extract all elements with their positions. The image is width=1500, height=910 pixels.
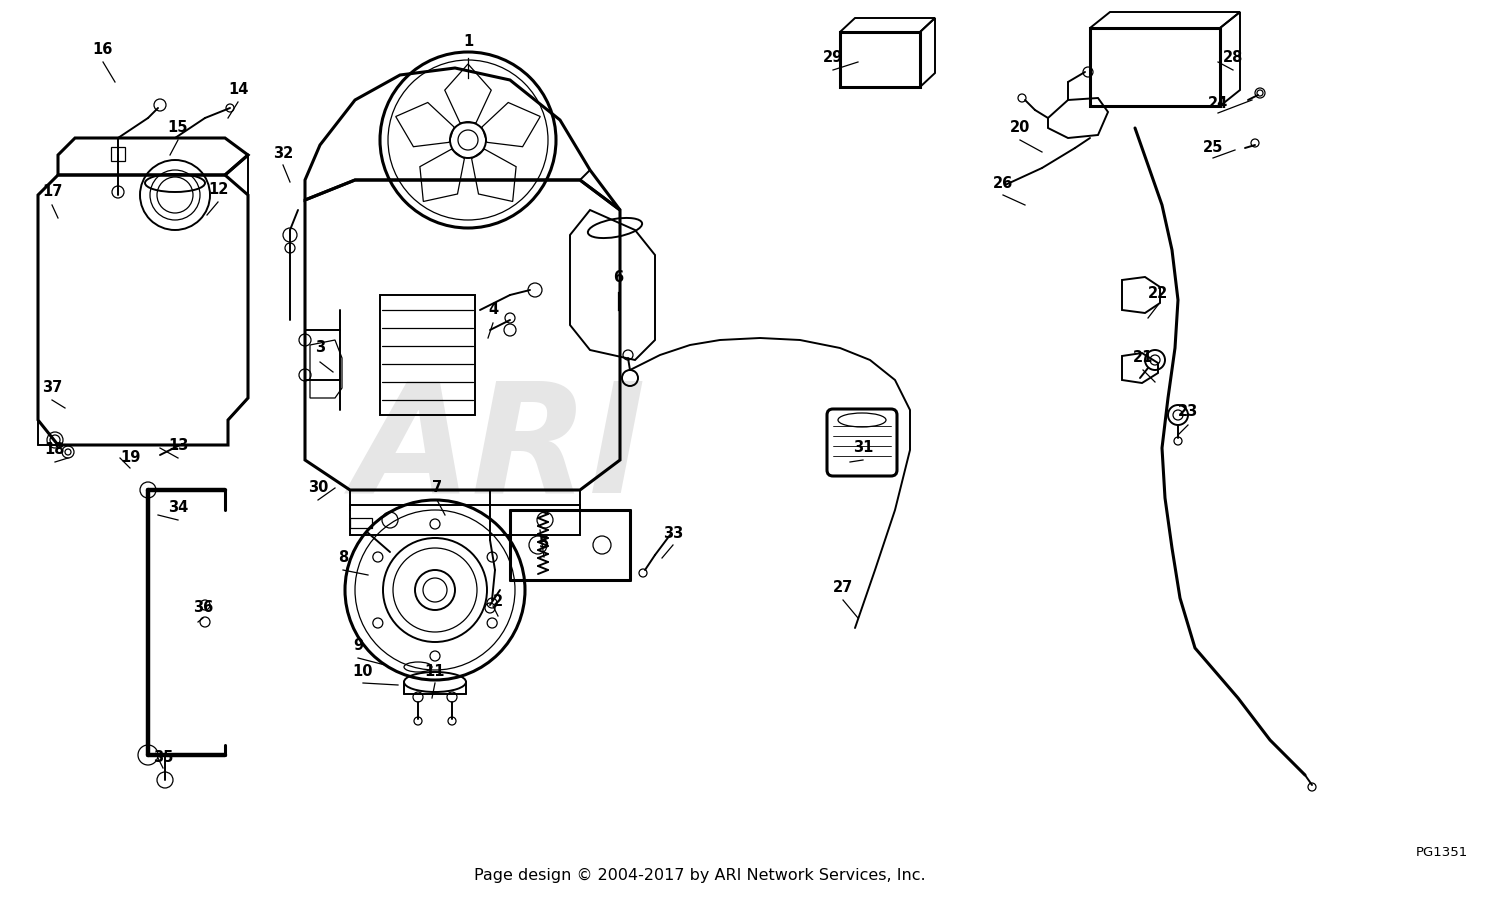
Text: 22: 22 (1148, 286, 1168, 300)
Text: 10: 10 (352, 664, 374, 680)
Text: 31: 31 (853, 440, 873, 456)
Text: 16: 16 (93, 43, 112, 57)
Text: 25: 25 (1203, 140, 1222, 156)
Text: 28: 28 (1222, 50, 1244, 66)
Text: 11: 11 (424, 664, 445, 680)
Text: 26: 26 (993, 176, 1012, 190)
Text: 2: 2 (494, 594, 502, 610)
Bar (840, 32, 920, 87)
Text: 4: 4 (488, 302, 498, 318)
Text: 17: 17 (42, 185, 62, 199)
Text: 32: 32 (273, 146, 292, 160)
Text: ARI: ARI (354, 376, 646, 524)
Text: 20: 20 (1010, 120, 1031, 136)
Text: 5: 5 (538, 535, 549, 551)
Bar (1090, 28, 1220, 106)
Text: 24: 24 (1208, 96, 1228, 110)
Text: 23: 23 (1178, 405, 1198, 420)
Text: 12: 12 (209, 183, 228, 197)
Text: 15: 15 (168, 120, 189, 136)
Text: PG1351: PG1351 (1416, 845, 1468, 858)
Text: 29: 29 (824, 50, 843, 66)
Text: 36: 36 (194, 601, 213, 615)
Text: 27: 27 (833, 581, 854, 595)
Text: 37: 37 (42, 380, 62, 396)
Bar (350, 518, 372, 528)
Text: 30: 30 (308, 480, 328, 496)
Text: 21: 21 (1132, 350, 1154, 366)
Text: 6: 6 (614, 270, 622, 286)
Text: 35: 35 (153, 751, 173, 765)
Text: 19: 19 (120, 450, 140, 466)
Text: Page design © 2004-2017 by ARI Network Services, Inc.: Page design © 2004-2017 by ARI Network S… (474, 867, 926, 883)
Text: 18: 18 (45, 442, 66, 458)
Text: 33: 33 (663, 525, 682, 541)
Text: 9: 9 (352, 638, 363, 652)
Text: 34: 34 (168, 501, 188, 515)
Text: 13: 13 (168, 438, 188, 452)
Text: 8: 8 (338, 551, 348, 565)
Text: 14: 14 (228, 83, 248, 97)
Text: 3: 3 (315, 340, 326, 356)
Text: 1: 1 (464, 35, 472, 49)
Text: 7: 7 (432, 480, 442, 496)
Bar (350, 505, 580, 535)
